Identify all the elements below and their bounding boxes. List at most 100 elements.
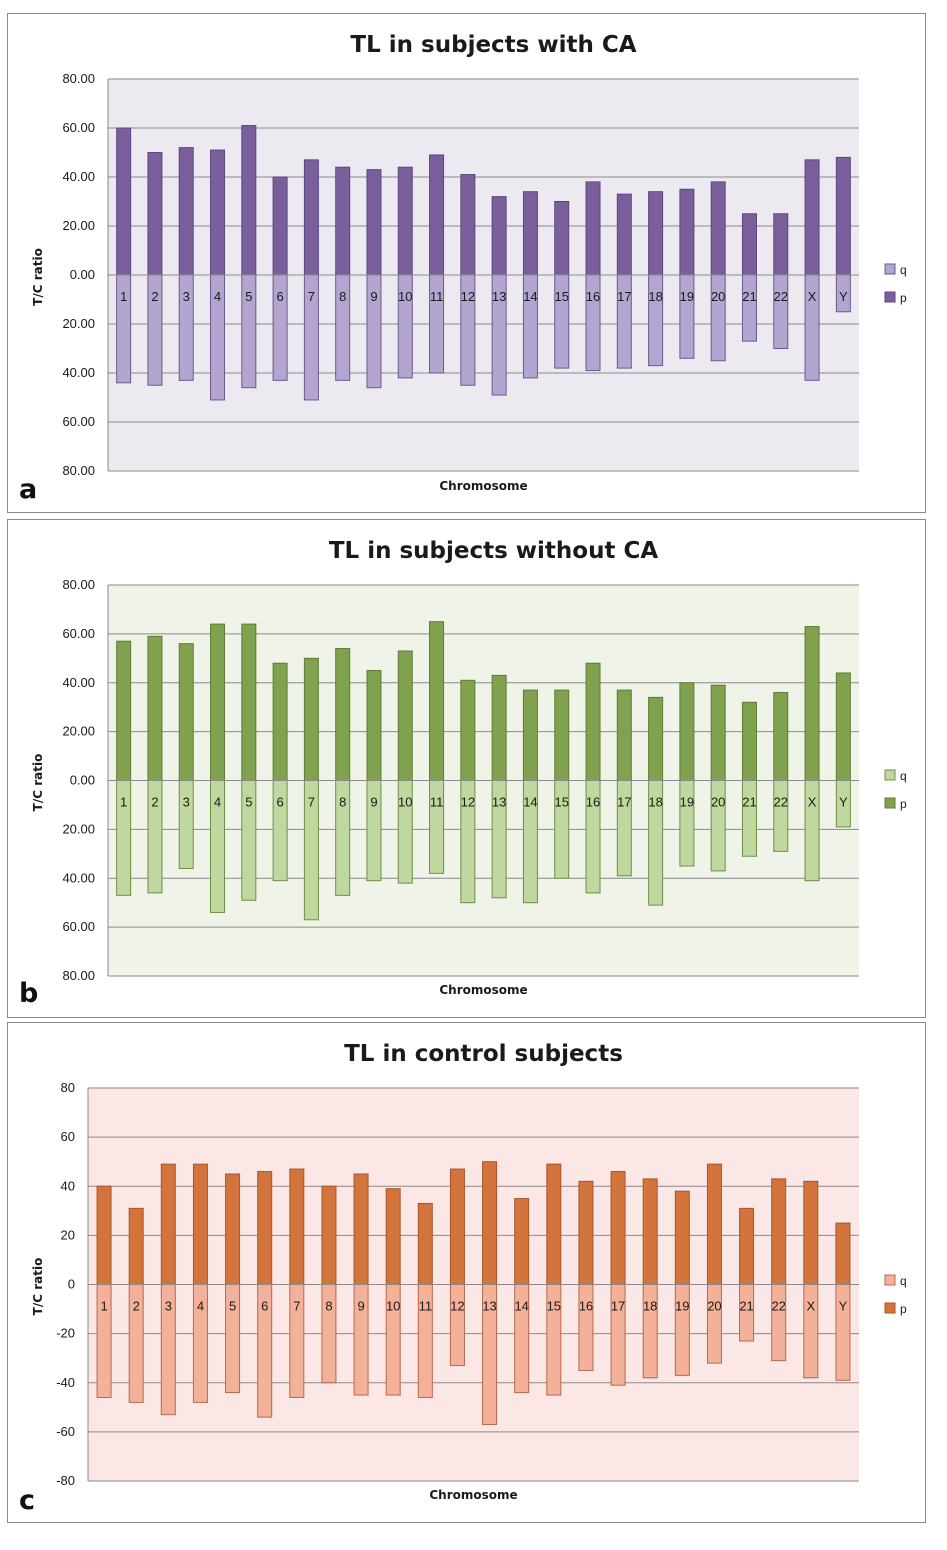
chart-panel-c: 80 60 40 20 0 -20 -40 -60 -80 1 2 3 4 5 6 7 8 9 10 11 12 13 14… <box>7 1022 926 1523</box>
chart-panel-a: 80.00 60.00 40.00 20.00 0.00 20.00 40.00 60.00 8… <box>7 13 926 513</box>
chart-b-category-label: 13 <box>492 795 506 810</box>
chart-b-bar-p <box>710 684 726 782</box>
chart-c-category-label: 1 <box>100 1299 107 1314</box>
chart-a-category-label: 9 <box>370 289 377 304</box>
chart-c-category-label: 21 <box>739 1299 753 1314</box>
chart-a-category-label: 6 <box>276 289 283 304</box>
chart-c-category-label: 13 <box>482 1299 496 1314</box>
chart-a-ytick-label: 60.00 <box>62 414 95 429</box>
chart-b-ytick-label: 40.00 <box>62 870 95 885</box>
chart-b-category-label: 15 <box>554 795 568 810</box>
chart-c-ytick-label: 80 <box>61 1080 75 1095</box>
chart-a-bar-q <box>679 274 695 359</box>
chart-c-ytick-label: -40 <box>56 1375 75 1390</box>
chart-c-ylabel: T/C ratio <box>31 1258 45 1316</box>
chart-b-category-label: 2 <box>151 795 158 810</box>
chart-c-category-label: 12 <box>450 1299 464 1314</box>
chart-a-legend-label-p: p <box>900 291 907 305</box>
chart-c-bar-p <box>642 1178 658 1286</box>
chart-a-bar-p <box>460 174 476 276</box>
chart-b-legend-label-p: p <box>900 797 907 811</box>
chart-b-bar-p <box>773 692 789 781</box>
chart-b-bar-p <box>366 670 382 781</box>
chart-b-bar-q <box>679 780 695 867</box>
chart-c-category-label: 16 <box>579 1299 593 1314</box>
chart-b-bar-p <box>272 662 288 781</box>
chart-c-bar-p <box>353 1173 369 1285</box>
chart-c-bar-p <box>449 1168 465 1285</box>
chart-a-bar-p <box>491 196 507 276</box>
chart-b-legend-swatch-q <box>884 769 896 781</box>
chart-b-bar-p <box>460 679 476 781</box>
chart-a-bar-p <box>210 149 226 276</box>
chart-b-category-label: 8 <box>339 795 346 810</box>
chart-c-ytick-label: -80 <box>56 1473 75 1488</box>
chart-a-ytick-label: 80.00 <box>62 71 95 86</box>
chart-c-category-label: 5 <box>229 1299 236 1314</box>
chart-a-category-label: 17 <box>617 289 631 304</box>
chart-c-bar-p <box>739 1207 755 1285</box>
chart-c-ytick-label: 40 <box>61 1178 75 1193</box>
chart-a-bar-p <box>554 201 570 276</box>
chart-a-category-label: 3 <box>183 289 190 304</box>
chart-a-bar-p <box>178 147 194 276</box>
chart-c-bar-p <box>803 1180 819 1285</box>
chart-a-category-label: 11 <box>430 289 444 304</box>
chart-a-ytick-label: 60.00 <box>62 120 95 135</box>
chart-a-bar-q <box>773 274 789 349</box>
chart-b-category-label: Y <box>839 795 848 810</box>
chart-c-legend-swatch-q <box>884 1274 896 1286</box>
chart-c-bar-p <box>385 1188 401 1285</box>
chart-b-bar-p <box>648 696 664 782</box>
chart-b-category-label: 14 <box>523 795 537 810</box>
chart-b-bar-p <box>554 689 570 781</box>
chart-b-category-label: 22 <box>774 795 788 810</box>
chart-a-bar-p <box>397 166 413 276</box>
chart-c-bar-p <box>225 1173 241 1285</box>
chart-c-category-label: 18 <box>643 1299 657 1314</box>
chart-b-bar-p <box>522 689 538 781</box>
chart-b-bar-p <box>804 626 820 781</box>
chart-c-ytick-label: 20 <box>61 1227 75 1242</box>
chart-c-bar-p <box>192 1163 208 1285</box>
chart-b-ytick-label: 80.00 <box>62 968 95 983</box>
chart-a-bar-p <box>679 188 695 276</box>
chart-a-category-label: 16 <box>586 289 600 304</box>
chart-a-ytick-label: 80.00 <box>62 463 95 478</box>
chart-a-xlabel: Chromosome <box>439 479 527 493</box>
chart-a-bar-q <box>741 274 757 342</box>
chart-b-category-label: 9 <box>370 795 377 810</box>
chart-c-legend-label-q: q <box>900 1274 907 1288</box>
chart-c-category-label: 6 <box>261 1299 268 1314</box>
chart-c-category-label: 20 <box>707 1299 721 1314</box>
chart-a-bar-p <box>303 159 319 276</box>
chart-c-bar-p <box>706 1163 722 1285</box>
chart-b-ylabel: T/C ratio <box>31 754 45 812</box>
chart-b-ytick-label: 20.00 <box>62 821 95 836</box>
chart-a-category-label: 2 <box>151 289 158 304</box>
chart-c-bar-q <box>771 1284 787 1362</box>
chart-c-category-label: X <box>806 1299 815 1314</box>
chart-b-panel-letter: b <box>19 978 38 1009</box>
chart-b-bar-p <box>835 672 851 782</box>
chart-c-bar-p <box>289 1168 305 1285</box>
chart-c-bar-p <box>771 1178 787 1286</box>
chart-a-panel-letter: a <box>19 474 37 505</box>
chart-b-category-label: 18 <box>648 795 662 810</box>
chart-a-ytick-label: 40.00 <box>62 169 95 184</box>
chart-c-bar-p <box>835 1222 851 1285</box>
chart-c-category-label: 8 <box>325 1299 332 1314</box>
chart-a-title: TL in subjects with CA <box>350 32 636 58</box>
chart-a-ytick-label: 20.00 <box>62 316 95 331</box>
chart-b-bar-q <box>773 780 789 852</box>
chart-a-bar-p <box>147 152 163 276</box>
chart-b-bar-p <box>616 689 632 781</box>
chart-b-category-label: 4 <box>214 795 221 810</box>
chart-c-ytick-label: -20 <box>56 1326 75 1341</box>
chart-b-title: TL in subjects without CA <box>329 538 659 564</box>
chart-c-title: TL in control subjects <box>344 1041 623 1067</box>
chart-a-ylabel: T/C ratio <box>31 248 45 306</box>
chart-a-category-label: 4 <box>214 289 221 304</box>
chart-a-bar-p <box>773 213 789 276</box>
